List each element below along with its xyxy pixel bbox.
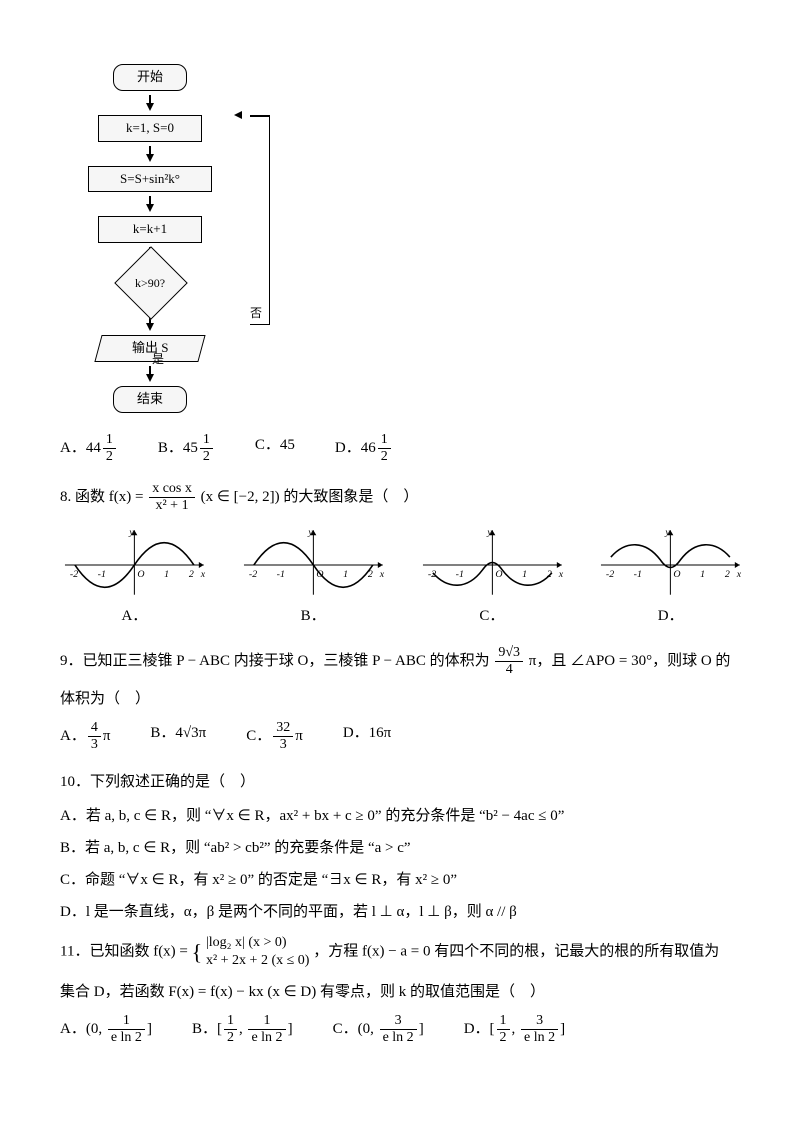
q8-graph-a: y x -2 -1 O 1 2 — [60, 525, 209, 600]
q7-option-b: B．4512 — [158, 433, 215, 464]
q8-graph-c: yx -2-1O12 — [418, 525, 567, 600]
flow-label-yes: 是 — [152, 350, 164, 369]
q9-option-b: B．4√3π — [150, 721, 206, 752]
q9-option-d: D．16π — [343, 721, 391, 752]
svg-text:y: y — [486, 527, 492, 538]
svg-text:O: O — [674, 569, 681, 580]
svg-text:-1: -1 — [455, 569, 463, 580]
svg-text:x: x — [557, 569, 563, 580]
q11-stem: 11．已知函数 f(x) = { |log₂ x| (x > 0) x² + 2… — [60, 934, 745, 970]
svg-text:O: O — [495, 569, 502, 580]
q9-stem: 9．已知正三棱锥 P − ABC 内接于球 O，三棱锥 P − ABC 的体积为… — [60, 646, 745, 677]
svg-text:1: 1 — [700, 569, 705, 580]
svg-text:-2: -2 — [70, 569, 78, 580]
q10-option-a: A．若 a, b, c ∈ R，则 “∀x ∈ R，ax² + bx + c ≥… — [60, 804, 745, 828]
svg-text:2: 2 — [189, 569, 194, 580]
svg-text:y: y — [665, 527, 671, 538]
q7-option-c: C．45 — [255, 433, 295, 464]
q7-option-a: A．4412 — [60, 433, 118, 464]
q11-option-a: A．(0, 1e ln 2] — [60, 1014, 152, 1045]
q8-graph-b: yx -2-1O12 — [239, 525, 388, 600]
q10-option-d: D．l 是一条直线，α，β 是两个不同的平面，若 l ⊥ α，l ⊥ β，则 α… — [60, 900, 745, 924]
q10-option-c: C．命题 “∀x ∈ R，有 x² ≥ 0” 的否定是 “∃x ∈ R，有 x²… — [60, 868, 745, 892]
q8-caption-d: D． — [596, 604, 745, 628]
svg-text:1: 1 — [522, 569, 527, 580]
flow-start: 开始 — [113, 64, 187, 91]
svg-text:-2: -2 — [606, 569, 614, 580]
svg-text:2: 2 — [725, 569, 730, 580]
flow-step1: S=S+sin²k° — [88, 166, 212, 193]
q11-stem-2: 集合 D，若函数 F(x) = f(x) − kx (x ∈ D) 有零点，则 … — [60, 980, 745, 1004]
svg-text:x: x — [200, 569, 206, 580]
q9-stem-2: 体积为（ ） — [60, 687, 745, 711]
svg-text:x: x — [379, 569, 385, 580]
q9-option-c: C．323π — [246, 721, 303, 752]
q8-graph-captions: A． B． C． D． — [60, 604, 745, 628]
q7-option-d: D．4612 — [335, 433, 393, 464]
flow-loop-back-arrow — [240, 115, 270, 325]
q8-stem: 8. 函数 f(x) = x cos xx² + 1 (x ∈ [−2, 2])… — [60, 482, 745, 513]
q8-caption-a: A． — [60, 604, 209, 628]
svg-text:-1: -1 — [276, 569, 284, 580]
flowchart: 开始 k=1, S=0 S=S+sin²k° k=k+1 k>90? 输出 S … — [60, 60, 745, 427]
q9-options: A．43π B．4√3π C．323π D．16π — [60, 721, 745, 752]
flow-condition: k>90? — [115, 267, 185, 297]
q8-graphs: y x -2 -1 O 1 2 y x -2 -1 O 1 2 y x -2 -1 O 1 2 y x -2 -1… — [60, 525, 745, 600]
flow-output: 输出 S — [94, 335, 205, 362]
svg-text:-1: -1 — [634, 569, 642, 580]
svg-text:1: 1 — [164, 569, 169, 580]
svg-text:x: x — [736, 569, 742, 580]
q8-caption-b: B． — [239, 604, 388, 628]
flow-step2: k=k+1 — [98, 216, 202, 243]
svg-text:y: y — [128, 527, 134, 538]
q10-stem: 10．下列叙述正确的是（ ） — [60, 770, 745, 794]
q11-options: A．(0, 1e ln 2] B．[12, 1e ln 2] C．(0, 3e … — [60, 1014, 745, 1045]
q8-caption-c: C． — [418, 604, 567, 628]
svg-text:-2: -2 — [249, 569, 257, 580]
svg-text:y: y — [307, 527, 313, 538]
q11-option-d: D．[12, 3e ln 2] — [464, 1014, 565, 1045]
q9-option-a: A．43π — [60, 721, 110, 752]
q8-graph-d: y x -2 -1 O 1 2 — [596, 525, 745, 600]
q11-option-b: B．[12, 1e ln 2] — [192, 1014, 293, 1045]
svg-text:1: 1 — [343, 569, 348, 580]
svg-text:O: O — [137, 569, 144, 580]
q10-option-b: B．若 a, b, c ∈ R，则 “ab² > cb²” 的充要条件是 “a … — [60, 836, 745, 860]
svg-text:-1: -1 — [98, 569, 106, 580]
flow-end: 结束 — [113, 386, 187, 413]
q7-options: A．4412 B．4512 C．45 D．4612 — [60, 433, 745, 464]
q11-option-c: C．(0, 3e ln 2] — [333, 1014, 424, 1045]
flow-init: k=1, S=0 — [98, 115, 202, 142]
flowchart-main-column: 开始 k=1, S=0 S=S+sin²k° k=k+1 k>90? 输出 S … — [60, 60, 240, 417]
